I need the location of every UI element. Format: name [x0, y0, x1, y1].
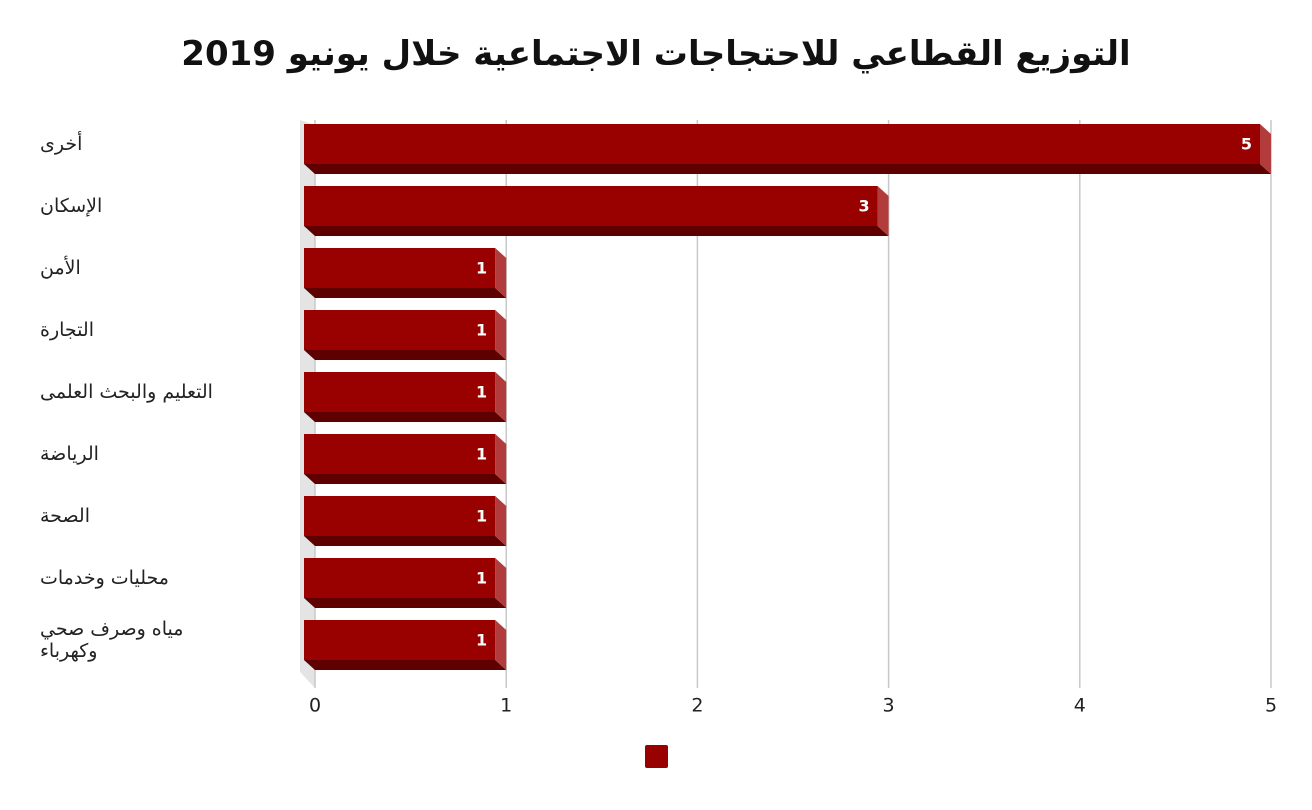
bar-bottom: [304, 412, 507, 422]
bar-front: [304, 310, 496, 350]
bar: [304, 558, 507, 608]
y-tick-label: التجارة: [40, 319, 94, 341]
y-tick-label: الرياضة: [40, 443, 99, 465]
bar-front: [304, 248, 496, 288]
value-label: 1: [476, 259, 487, 278]
y-tick-label: التعليم والبحث العلمى: [40, 381, 213, 403]
bar-side: [495, 496, 507, 546]
value-label: 1: [476, 507, 487, 526]
bar-bottom: [304, 536, 507, 546]
bar-bottom: [304, 660, 507, 670]
x-tick-label: 1: [500, 695, 512, 717]
y-tick-label: محليات وخدمات: [40, 567, 169, 589]
bar-front: [304, 186, 878, 226]
bar-front: [304, 558, 496, 598]
bar: [304, 496, 507, 546]
bar: [304, 124, 1271, 174]
y-tick-label: الصحة: [40, 505, 90, 527]
bar-bottom: [304, 164, 1271, 174]
bar-side: [495, 434, 507, 484]
y-tick-label: أخرى: [40, 133, 83, 155]
x-tick-label: 4: [1074, 695, 1086, 717]
value-label: 5: [1241, 135, 1252, 154]
x-tick-label: 5: [1265, 695, 1277, 717]
legend-swatch: [645, 745, 668, 768]
bar-side: [495, 310, 507, 360]
value-label: 1: [476, 631, 487, 650]
value-label: 1: [476, 569, 487, 588]
value-label: 1: [476, 321, 487, 340]
bar-front: [304, 124, 1260, 164]
x-tick-label: 3: [883, 695, 895, 717]
bar: [304, 186, 889, 236]
x-tick-label: 0: [309, 695, 321, 717]
value-label: 3: [858, 197, 869, 216]
y-tick-label: الإسكان: [40, 195, 103, 217]
y-tick-label: الأمن: [40, 257, 81, 279]
bar-front: [304, 496, 496, 536]
bar-side: [877, 186, 889, 236]
bar-side: [495, 558, 507, 608]
bar-bottom: [304, 350, 507, 360]
bar-bottom: [304, 288, 507, 298]
bar-front: [304, 620, 496, 660]
bar: [304, 434, 507, 484]
bar: [304, 310, 507, 360]
bar: [304, 620, 507, 670]
bar-front: [304, 434, 496, 474]
x-tick-label: 2: [691, 695, 703, 717]
bar: [304, 372, 507, 422]
bar-bottom: [304, 226, 889, 236]
bar-bottom: [304, 474, 507, 484]
bar-front: [304, 372, 496, 412]
bar-side: [495, 620, 507, 670]
value-label: 1: [476, 445, 487, 464]
bar: [304, 248, 507, 298]
bar-bottom: [304, 598, 507, 608]
value-label: 1: [476, 383, 487, 402]
y-tick-label: مياه وصرف صحي وكهرباء: [40, 618, 184, 662]
bar-side: [1260, 124, 1271, 174]
chart-title: التوزيع القطاعي للاحتجاجات الاجتماعية خل…: [181, 34, 1131, 74]
bar-side: [495, 248, 507, 298]
bar-side: [495, 372, 507, 422]
